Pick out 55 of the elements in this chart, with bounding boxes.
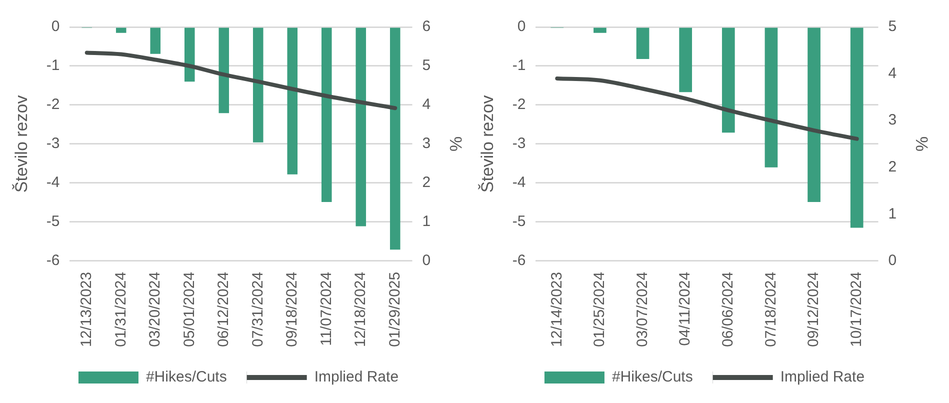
y-tick-label: 0 bbox=[51, 18, 60, 36]
x-tick-label: 01/31/2024 bbox=[112, 272, 130, 348]
x-tick-label: 09/18/2024 bbox=[284, 272, 301, 348]
x-tick-label: 01/29/2025 bbox=[386, 272, 404, 348]
x-tick-label: 03/20/2024 bbox=[146, 272, 164, 348]
y-axis-title: Število rezov bbox=[478, 94, 497, 193]
x-tick-label: 09/12/2024 bbox=[805, 272, 822, 348]
y2-tick-label: 0 bbox=[422, 252, 431, 270]
x-tick-label: 10/17/2024 bbox=[848, 272, 865, 348]
x-tick-label: 01/25/2024 bbox=[591, 272, 608, 348]
y2-tick-label: 5 bbox=[422, 57, 431, 74]
x-tick-label: 03/07/2024 bbox=[634, 272, 651, 348]
x-tick-label: 12/18/2024 bbox=[352, 272, 370, 348]
y-tick-label: -3 bbox=[46, 135, 60, 152]
x-tick-label: 06/06/2024 bbox=[720, 272, 737, 348]
legend-label: #Hikes/Cuts bbox=[146, 368, 227, 386]
y2-tick-label: 2 bbox=[422, 174, 431, 192]
x-tick-label: 11/07/2024 bbox=[318, 272, 335, 346]
y-tick-label: -5 bbox=[512, 213, 526, 230]
y-tick-label: -1 bbox=[512, 57, 526, 74]
y2-axis-title: % bbox=[912, 136, 932, 152]
y-tick-label: -6 bbox=[512, 252, 526, 270]
y-tick-label: 0 bbox=[517, 18, 526, 36]
x-tick-label: 07/31/2024 bbox=[249, 272, 266, 348]
y-tick-label: -4 bbox=[46, 174, 60, 192]
y2-tick-label: 1 bbox=[422, 213, 431, 230]
legend-label: Implied Rate bbox=[780, 368, 865, 386]
y2-tick-label: 4 bbox=[888, 64, 897, 82]
y-tick-label: -1 bbox=[46, 57, 60, 74]
y2-tick-label: 5 bbox=[888, 18, 897, 36]
legend-label: #Hikes/Cuts bbox=[612, 368, 693, 386]
y-tick-label: -5 bbox=[46, 213, 60, 230]
y-tick-label: -3 bbox=[512, 135, 526, 152]
x-tick-label: 12/14/2023 bbox=[548, 272, 566, 348]
y2-tick-label: 0 bbox=[888, 252, 897, 270]
y2-tick-label: 4 bbox=[422, 96, 431, 114]
y2-tick-label: 1 bbox=[888, 205, 897, 222]
y-tick-label: -6 bbox=[46, 252, 60, 270]
y2-tick-label: 6 bbox=[422, 18, 431, 36]
y2-axis-title: % bbox=[446, 136, 466, 152]
x-tick-label: 07/18/2024 bbox=[762, 272, 780, 348]
y-tick-label: -2 bbox=[46, 96, 60, 114]
y-tick-label: -2 bbox=[512, 96, 526, 114]
y-tick-label: -4 bbox=[512, 174, 526, 192]
y2-tick-label: 2 bbox=[888, 158, 897, 176]
y-axis-title: Število rezov bbox=[12, 94, 31, 193]
x-tick-label: 06/12/2024 bbox=[215, 272, 232, 348]
x-tick-label: 05/01/2024 bbox=[180, 272, 198, 348]
line-series bbox=[84, 50, 398, 110]
y2-tick-label: 3 bbox=[888, 112, 897, 129]
y2-tick-label: 3 bbox=[422, 135, 431, 152]
legend-label: Implied Rate bbox=[314, 368, 399, 386]
x-tick-label: 04/11/2024 bbox=[676, 272, 694, 346]
line-series bbox=[555, 76, 859, 141]
x-tick-label: 12/13/2023 bbox=[78, 272, 96, 348]
